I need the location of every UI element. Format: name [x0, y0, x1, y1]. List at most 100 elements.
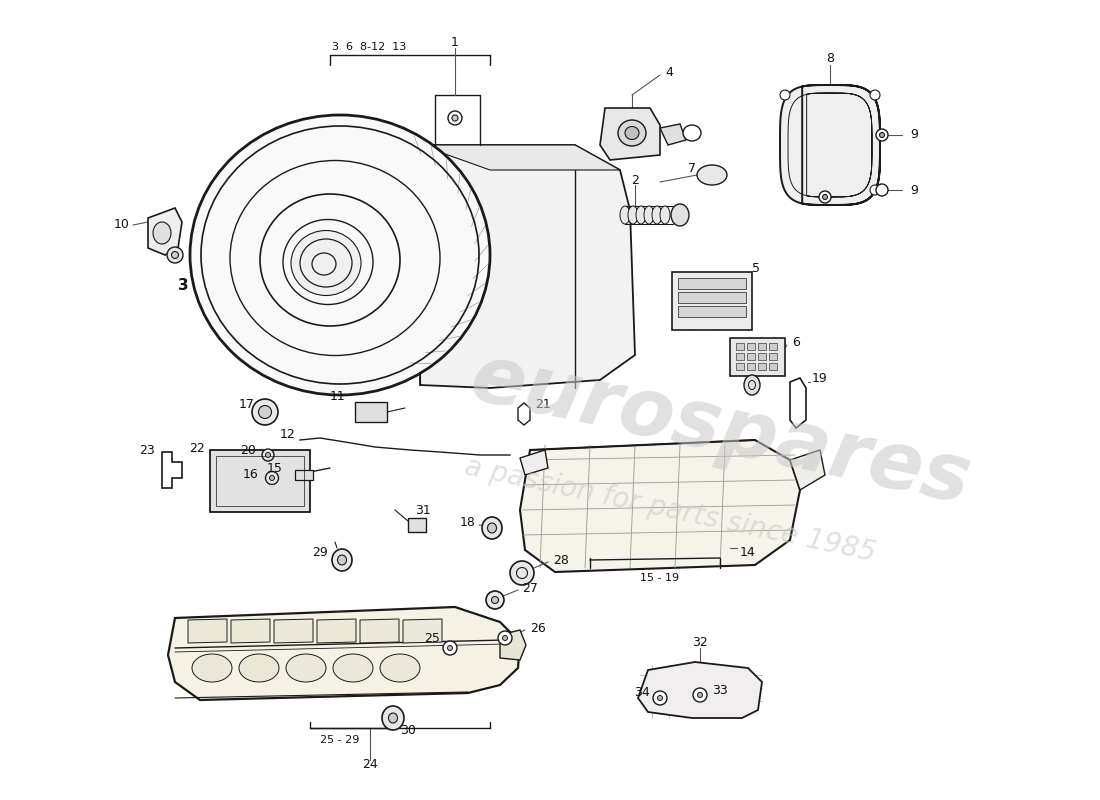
Bar [736, 343, 744, 350]
Ellipse shape [239, 654, 279, 682]
Bar [408, 518, 426, 532]
Bar [758, 343, 766, 350]
Ellipse shape [192, 654, 232, 682]
Text: 8: 8 [826, 53, 834, 66]
Text: 28: 28 [553, 554, 569, 566]
Bar [747, 353, 755, 360]
Text: 6: 6 [792, 337, 800, 350]
Ellipse shape [338, 555, 346, 565]
Ellipse shape [618, 120, 646, 146]
Polygon shape [360, 619, 399, 643]
Bar [730, 338, 785, 376]
Bar [678, 278, 746, 289]
Text: 21: 21 [535, 398, 551, 411]
Ellipse shape [652, 206, 662, 224]
Text: 26: 26 [530, 622, 546, 634]
Text: 30: 30 [400, 723, 416, 737]
Ellipse shape [153, 222, 170, 244]
Ellipse shape [190, 115, 490, 395]
Text: 1: 1 [451, 37, 459, 50]
Bar [210, 450, 310, 512]
Polygon shape [274, 619, 313, 643]
Text: 25 - 29: 25 - 29 [320, 735, 360, 745]
Text: a passion for parts since 1985: a passion for parts since 1985 [462, 453, 878, 567]
Ellipse shape [332, 549, 352, 571]
Ellipse shape [510, 561, 534, 585]
Polygon shape [790, 450, 825, 490]
Ellipse shape [448, 111, 462, 125]
Text: 25: 25 [425, 631, 440, 645]
Ellipse shape [653, 691, 667, 705]
Ellipse shape [744, 375, 760, 395]
Text: 19: 19 [812, 371, 827, 385]
Ellipse shape [870, 90, 880, 100]
Ellipse shape [625, 126, 639, 139]
Ellipse shape [620, 206, 630, 224]
Polygon shape [420, 145, 620, 170]
Ellipse shape [498, 631, 512, 645]
Polygon shape [500, 630, 526, 660]
Ellipse shape [486, 591, 504, 609]
Ellipse shape [636, 206, 646, 224]
Ellipse shape [628, 206, 638, 224]
Text: 5: 5 [752, 262, 760, 274]
Ellipse shape [870, 185, 880, 195]
Bar [736, 363, 744, 370]
Ellipse shape [172, 251, 178, 258]
Text: 14: 14 [740, 546, 756, 558]
Text: 3: 3 [178, 278, 188, 293]
Polygon shape [420, 145, 635, 388]
Bar [747, 363, 755, 370]
Text: 9: 9 [910, 129, 917, 142]
Ellipse shape [683, 125, 701, 141]
Ellipse shape [258, 406, 272, 418]
Polygon shape [403, 619, 442, 643]
Text: 32: 32 [692, 635, 708, 649]
Ellipse shape [660, 206, 670, 224]
Ellipse shape [876, 184, 888, 196]
Text: eurospares: eurospares [463, 339, 977, 521]
Ellipse shape [262, 449, 274, 461]
Bar [769, 363, 777, 370]
Ellipse shape [379, 654, 420, 682]
Ellipse shape [876, 129, 888, 141]
Bar [758, 353, 766, 360]
Ellipse shape [443, 641, 456, 655]
Text: 29: 29 [312, 546, 328, 559]
Bar [736, 353, 744, 360]
Text: 15 - 19: 15 - 19 [640, 573, 680, 583]
Ellipse shape [693, 688, 707, 702]
Ellipse shape [697, 693, 703, 698]
Ellipse shape [820, 191, 830, 203]
Text: 18: 18 [460, 515, 476, 529]
Ellipse shape [388, 713, 397, 723]
Ellipse shape [252, 399, 278, 425]
Polygon shape [520, 440, 800, 572]
Ellipse shape [292, 230, 361, 295]
Ellipse shape [482, 517, 502, 539]
Text: 9: 9 [910, 183, 917, 197]
Polygon shape [600, 108, 660, 160]
Text: 33: 33 [712, 683, 728, 697]
Ellipse shape [265, 471, 278, 485]
Polygon shape [660, 124, 686, 145]
Ellipse shape [487, 523, 496, 533]
Bar [747, 343, 755, 350]
Text: 34: 34 [635, 686, 650, 698]
Text: 10: 10 [114, 218, 130, 231]
Ellipse shape [697, 165, 727, 185]
Ellipse shape [880, 133, 884, 138]
Bar [758, 363, 766, 370]
Ellipse shape [452, 115, 458, 121]
Text: 2: 2 [631, 174, 639, 186]
Polygon shape [188, 619, 227, 643]
Ellipse shape [658, 695, 662, 701]
Text: 15: 15 [267, 462, 283, 474]
Ellipse shape [644, 206, 654, 224]
Ellipse shape [671, 204, 689, 226]
Bar [769, 343, 777, 350]
Text: 12: 12 [279, 429, 295, 442]
Bar [678, 306, 746, 317]
Text: 16: 16 [242, 469, 258, 482]
Ellipse shape [270, 475, 275, 481]
